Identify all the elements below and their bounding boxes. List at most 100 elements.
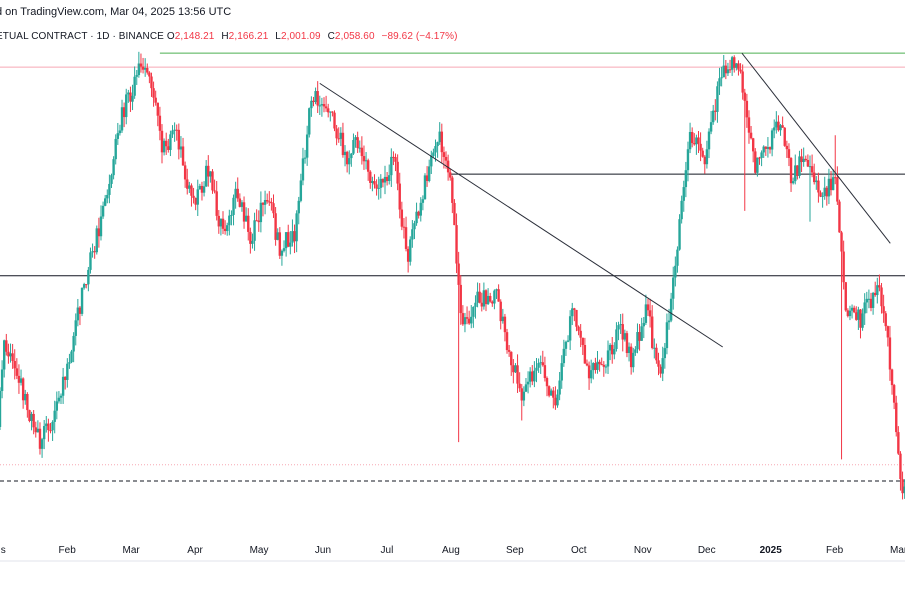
candle-body-397 xyxy=(834,177,837,179)
candle-body-119 xyxy=(249,231,252,244)
candle-body-84 xyxy=(175,129,178,131)
candle-body-171 xyxy=(358,147,361,149)
trendlines-layer xyxy=(319,52,891,348)
candle-body-353 xyxy=(741,71,744,93)
candle-body-136 xyxy=(284,232,288,249)
candle-body-368 xyxy=(773,127,776,131)
candle-body-350 xyxy=(735,63,738,68)
candle-body-124 xyxy=(259,202,263,223)
candle-body-416 xyxy=(874,292,877,296)
candle-body-295 xyxy=(619,324,622,326)
candle-body-68 xyxy=(141,66,145,70)
candle-body-106 xyxy=(221,218,225,229)
candle-body-398 xyxy=(836,177,839,202)
candle-body-86 xyxy=(179,146,183,150)
candle-body-245 xyxy=(514,365,517,373)
candle-body-112 xyxy=(234,188,237,198)
ohlc-close-label: C xyxy=(327,31,335,42)
candle-body-185 xyxy=(388,175,391,181)
candle-body-216 xyxy=(453,202,456,226)
candle-body-180 xyxy=(377,187,380,189)
candle-body-23 xyxy=(47,423,50,431)
candle-body-29 xyxy=(59,395,63,398)
candle-body-143 xyxy=(299,180,303,201)
candle-body-224 xyxy=(470,316,473,324)
x-tick-label-3: Apr xyxy=(187,545,203,556)
candle-body-53 xyxy=(110,175,113,184)
candle-body-104 xyxy=(217,215,221,227)
symbol-ohlc-row: ETUAL CONTRACT · 1D · BINANCE O2,148.21 … xyxy=(0,31,462,42)
candle-body-376 xyxy=(789,157,793,184)
candle-body-380 xyxy=(798,156,801,176)
candle-body-383 xyxy=(804,158,807,161)
candle-body-73 xyxy=(152,88,155,98)
candle-body-426 xyxy=(895,402,898,433)
candle-body-429 xyxy=(901,479,904,494)
candle-body-372 xyxy=(781,125,784,128)
candle-body-148 xyxy=(310,100,313,109)
candle-body-338 xyxy=(709,122,713,132)
candle-body-61 xyxy=(127,92,130,95)
candle-body-7 xyxy=(13,360,16,369)
candle-body-273 xyxy=(573,308,576,310)
candle-body-358 xyxy=(751,138,755,152)
candle-body-396 xyxy=(831,177,835,191)
candle-body-323 xyxy=(678,219,681,250)
candle-body-154 xyxy=(322,104,326,107)
candle-body-126 xyxy=(263,200,267,205)
candle-body-164 xyxy=(343,151,347,156)
candle-body-360 xyxy=(756,157,759,173)
candle-body-77 xyxy=(160,130,164,153)
candle-body-45 xyxy=(93,251,96,253)
candle-body-206 xyxy=(432,152,435,156)
candle-body-70 xyxy=(146,67,149,73)
candle-body-54 xyxy=(112,159,115,176)
candle-body-403 xyxy=(846,310,850,317)
candle-body-334 xyxy=(701,150,704,157)
candle-body-48 xyxy=(99,216,103,237)
candle-body-121 xyxy=(253,220,256,241)
candle-body-169 xyxy=(354,137,357,140)
candle-body-122 xyxy=(255,220,258,222)
candle-body-317 xyxy=(665,322,669,349)
x-tick-label-4: May xyxy=(250,545,269,556)
candle-body-400 xyxy=(840,232,843,252)
candle-body-26 xyxy=(53,410,56,422)
candle-body-50 xyxy=(103,198,107,206)
candle-body-418 xyxy=(878,285,881,288)
candle-body-260 xyxy=(545,378,549,387)
candle-body-405 xyxy=(850,307,854,311)
candle-body-123 xyxy=(257,220,260,223)
candle-body-302 xyxy=(634,349,637,353)
x-tick-label-0: s xyxy=(1,545,6,556)
candle-body-192 xyxy=(402,226,406,228)
candle-body-259 xyxy=(543,365,547,379)
candle-body-200 xyxy=(419,202,422,216)
candle-body-81 xyxy=(169,134,172,150)
x-tick-label-13: Feb xyxy=(826,545,844,556)
candle-body-308 xyxy=(646,304,650,311)
candle-body-204 xyxy=(427,166,431,182)
candle-body-411 xyxy=(863,302,866,314)
candle-body-284 xyxy=(596,361,599,370)
candle-body-277 xyxy=(581,337,584,345)
candle-body-153 xyxy=(320,104,324,106)
candle-body-174 xyxy=(364,160,368,162)
candle-body-361 xyxy=(758,157,761,159)
candle-body-89 xyxy=(186,179,189,189)
candle-body-218 xyxy=(457,263,460,285)
candle-body-289 xyxy=(606,350,610,367)
candle-body-103 xyxy=(215,191,218,216)
candle-body-261 xyxy=(547,386,551,396)
candle-body-413 xyxy=(867,298,871,300)
candle-body-96 xyxy=(200,185,204,193)
candle-body-114 xyxy=(238,198,242,207)
candle-body-62 xyxy=(129,92,132,102)
ohlc-low-value: 2,001.09 xyxy=(280,31,321,42)
candle-body-108 xyxy=(226,225,229,232)
candle-body-282 xyxy=(592,363,595,371)
candle-body-387 xyxy=(812,172,816,183)
candle-body-322 xyxy=(676,249,679,266)
candle-body-356 xyxy=(747,117,751,133)
